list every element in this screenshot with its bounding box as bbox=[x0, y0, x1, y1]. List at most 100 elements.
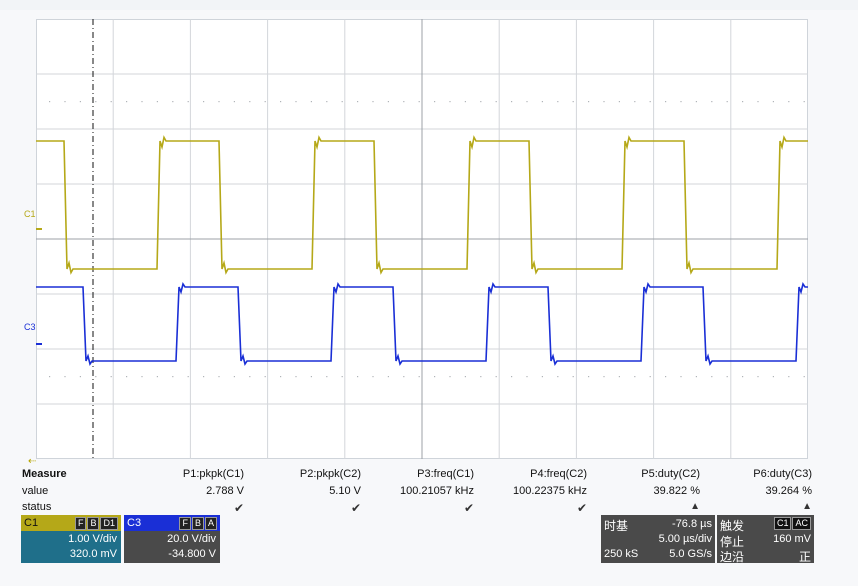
measure-name-p2[interactable]: P2:pkpk(C2) bbox=[299, 468, 361, 480]
timebase-samples: 250 kS bbox=[604, 548, 639, 560]
grid-dot bbox=[495, 101, 497, 103]
c1-tag-d1: D1 bbox=[100, 516, 118, 530]
c1-trace-marker[interactable]: C1 bbox=[24, 209, 36, 219]
grid-dot bbox=[49, 101, 51, 103]
c3-tag-f: F bbox=[179, 516, 191, 530]
grid-dot bbox=[141, 101, 143, 103]
grid-dot bbox=[572, 101, 574, 103]
grid-dot bbox=[634, 101, 636, 103]
measure-status-row: status ✔ ✔ ✔ ✔ ▲ ▲ bbox=[22, 501, 814, 516]
c1-panel-header[interactable]: C1 F B D1 bbox=[21, 515, 121, 531]
grid-dot bbox=[126, 376, 128, 378]
c3-trace-marker[interactable]: C3 bbox=[24, 322, 36, 332]
grid-dot bbox=[711, 376, 713, 378]
grid-dot bbox=[372, 376, 374, 378]
grid-dot bbox=[526, 376, 528, 378]
c3-offset: -34.800 V bbox=[168, 548, 216, 560]
grid-dot bbox=[603, 101, 605, 103]
grid-dot bbox=[588, 101, 590, 103]
grid-dot bbox=[480, 376, 482, 378]
title-strip bbox=[0, 0, 858, 10]
grid-dot bbox=[803, 376, 805, 378]
grid-dot bbox=[264, 101, 266, 103]
c1-marker-label: C1 bbox=[24, 209, 36, 219]
grid-dot bbox=[757, 376, 759, 378]
grid-dot bbox=[249, 101, 251, 103]
grid-dot bbox=[603, 376, 605, 378]
measure-name-p3[interactable]: P3:freq(C1) bbox=[417, 468, 474, 480]
c3-panel-body[interactable]: 20.0 V/div -34.800 V bbox=[124, 531, 220, 563]
c1-panel-body[interactable]: 1.00 V/div 320.0 mV bbox=[21, 531, 121, 563]
trigger-level-arrow-icon[interactable]: ⇠ bbox=[28, 456, 37, 467]
timebase-panel[interactable]: 时基 -76.8 µs 5.00 µs/div 250 kS 5.0 GS/s bbox=[601, 515, 715, 563]
grid-dot bbox=[695, 376, 697, 378]
measure-value-p2: 5.10 V bbox=[329, 485, 361, 497]
measure-name-p1[interactable]: P1:pkpk(C1) bbox=[182, 468, 244, 480]
c3-marker-label: C3 bbox=[24, 322, 36, 332]
grid-dot bbox=[511, 101, 513, 103]
grid-dot bbox=[310, 376, 312, 378]
grid-dot bbox=[387, 101, 389, 103]
grid-dot bbox=[480, 101, 482, 103]
grid-dot bbox=[372, 101, 374, 103]
measure-value-row: value 2.788 V 5.10 V 100.21057 kHz 100.2… bbox=[22, 485, 814, 500]
grid-dot bbox=[387, 376, 389, 378]
trigger-coupling-badge: AC bbox=[792, 517, 811, 530]
grid-dot bbox=[557, 376, 559, 378]
grid-dot bbox=[249, 376, 251, 378]
measure-name-p4[interactable]: P4:freq(C2) bbox=[530, 468, 587, 480]
grid-dot bbox=[711, 101, 713, 103]
measure-value-p5: 39.822 % bbox=[653, 485, 700, 497]
grid-dot bbox=[695, 101, 697, 103]
grid-dot bbox=[418, 101, 420, 103]
trigger-panel[interactable]: 触发 C1 AC 停止 160 mV 边沿 正 bbox=[717, 515, 814, 564]
grid-dot bbox=[434, 376, 436, 378]
grid-dot bbox=[95, 376, 97, 378]
grid-dot bbox=[634, 376, 636, 378]
measure-header-row: Measure P1:pkpk(C1) P2:pkpk(C2) P3:freq(… bbox=[22, 468, 814, 483]
grid-dot bbox=[588, 376, 590, 378]
grid-dot bbox=[357, 101, 359, 103]
grid-dot bbox=[203, 376, 205, 378]
measure-value-p1: 2.788 V bbox=[206, 485, 244, 497]
trigger-source-badge: C1 bbox=[773, 517, 792, 530]
grid-dot bbox=[172, 101, 174, 103]
grid-dot bbox=[803, 101, 805, 103]
c1-vdiv: 1.00 V/div bbox=[68, 533, 117, 545]
grid-dot bbox=[341, 376, 343, 378]
grid-dot bbox=[649, 376, 651, 378]
grid-dot bbox=[280, 376, 282, 378]
measure-value-p3: 100.21057 kHz bbox=[400, 485, 474, 497]
timebase-delay: -76.8 µs bbox=[672, 518, 712, 530]
grid-dot bbox=[110, 376, 112, 378]
warning-icon: ▲ bbox=[802, 501, 812, 512]
grid-dot bbox=[511, 376, 513, 378]
grid-dot bbox=[341, 101, 343, 103]
measure-name-p5[interactable]: P5:duty(C2) bbox=[641, 468, 700, 480]
grid-dot bbox=[357, 376, 359, 378]
grid-dot bbox=[326, 376, 328, 378]
grid-dot bbox=[295, 376, 297, 378]
measure-value-p6: 39.264 % bbox=[765, 485, 812, 497]
waveform-plot[interactable] bbox=[36, 19, 808, 459]
grid-dot bbox=[572, 376, 574, 378]
c3-trace bbox=[36, 282, 808, 366]
grid-dot bbox=[742, 101, 744, 103]
grid-dot bbox=[172, 376, 174, 378]
grid-dot bbox=[310, 101, 312, 103]
c1-tag-b: B bbox=[87, 516, 100, 530]
c1-channel-panel[interactable]: C1 F B D1 1.00 V/div 320.0 mV bbox=[21, 515, 121, 563]
c3-tag-b: B bbox=[191, 516, 204, 530]
measure-name-p6[interactable]: P6:duty(C3) bbox=[753, 468, 812, 480]
measure-title: Measure bbox=[22, 468, 67, 480]
trigger-slope: 正 bbox=[798, 550, 811, 564]
grid-dot bbox=[772, 376, 774, 378]
check-icon: ✔ bbox=[463, 501, 474, 515]
grid-dot bbox=[64, 101, 66, 103]
grid-dot bbox=[449, 101, 451, 103]
grid-dot bbox=[665, 376, 667, 378]
grid-dot bbox=[788, 101, 790, 103]
grid-dot bbox=[449, 376, 451, 378]
